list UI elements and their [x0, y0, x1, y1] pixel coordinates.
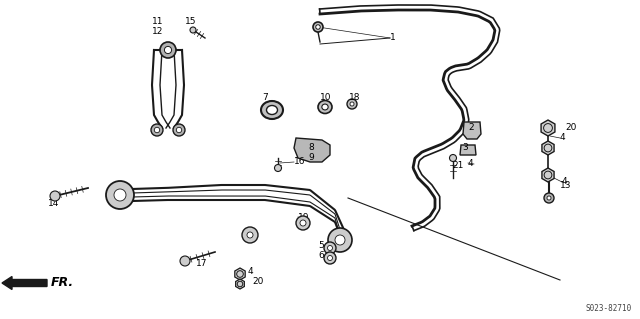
Circle shape: [176, 127, 182, 133]
Circle shape: [151, 124, 163, 136]
Circle shape: [313, 22, 323, 32]
Text: 3: 3: [462, 144, 468, 152]
Circle shape: [328, 246, 333, 250]
Ellipse shape: [266, 106, 278, 115]
Circle shape: [154, 127, 160, 133]
Text: 4: 4: [248, 268, 253, 277]
Text: 5: 5: [318, 241, 324, 250]
Circle shape: [247, 232, 253, 238]
Circle shape: [300, 220, 306, 226]
Text: FR.: FR.: [51, 277, 74, 290]
Ellipse shape: [347, 99, 357, 109]
Circle shape: [180, 256, 190, 266]
Circle shape: [190, 27, 196, 33]
Text: 20: 20: [252, 278, 264, 286]
Ellipse shape: [350, 102, 354, 106]
Circle shape: [544, 193, 554, 203]
Polygon shape: [463, 122, 481, 139]
Circle shape: [50, 191, 60, 201]
Text: 10: 10: [320, 93, 332, 101]
Polygon shape: [294, 138, 330, 162]
Circle shape: [328, 256, 333, 261]
Text: 11: 11: [152, 18, 163, 26]
Text: 7: 7: [262, 93, 268, 101]
Polygon shape: [542, 141, 554, 155]
Circle shape: [242, 227, 258, 243]
Circle shape: [275, 165, 282, 172]
Ellipse shape: [318, 100, 332, 114]
Circle shape: [316, 25, 320, 29]
Text: 6: 6: [318, 250, 324, 259]
Text: S023-82710: S023-82710: [586, 304, 632, 313]
Circle shape: [114, 189, 126, 201]
Text: 15: 15: [185, 18, 196, 26]
Text: 20: 20: [565, 123, 577, 132]
Text: 4: 4: [562, 177, 568, 187]
Circle shape: [547, 196, 551, 200]
Ellipse shape: [261, 101, 283, 119]
Ellipse shape: [322, 104, 328, 110]
Polygon shape: [236, 279, 244, 289]
Text: 18: 18: [349, 93, 360, 101]
Circle shape: [160, 42, 176, 58]
Circle shape: [449, 154, 456, 161]
Circle shape: [324, 242, 336, 254]
Circle shape: [164, 46, 172, 54]
Text: 1: 1: [390, 33, 396, 42]
Text: 14: 14: [48, 198, 60, 207]
Text: 13: 13: [560, 181, 572, 189]
Circle shape: [296, 216, 310, 230]
FancyArrow shape: [2, 277, 47, 290]
Text: 8: 8: [308, 143, 314, 152]
Text: 9: 9: [308, 152, 314, 161]
Circle shape: [324, 252, 336, 264]
Text: 19: 19: [298, 212, 310, 221]
Polygon shape: [542, 168, 554, 182]
Polygon shape: [235, 268, 245, 280]
Circle shape: [328, 228, 352, 252]
Text: 4: 4: [560, 133, 566, 143]
Text: 4: 4: [468, 159, 474, 167]
Text: 12: 12: [152, 26, 163, 35]
Circle shape: [106, 181, 134, 209]
Polygon shape: [460, 145, 476, 155]
Text: 17: 17: [196, 258, 207, 268]
Text: 16: 16: [294, 158, 305, 167]
Circle shape: [173, 124, 185, 136]
Polygon shape: [541, 120, 555, 136]
Text: 2: 2: [468, 123, 474, 132]
Text: 21: 21: [452, 160, 463, 169]
Circle shape: [335, 235, 345, 245]
